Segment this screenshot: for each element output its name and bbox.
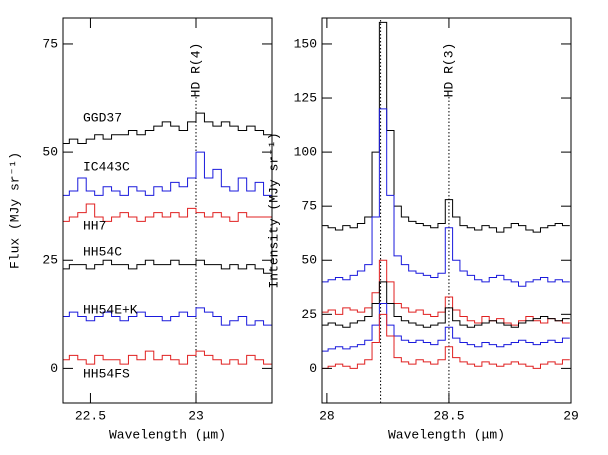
x-axis-label: Wavelength (μm) — [388, 427, 505, 442]
spectrum — [63, 307, 272, 326]
x-tick-label: 23 — [188, 408, 204, 423]
y-tick-label: 25 — [42, 253, 58, 268]
series-label: HH54FS — [83, 366, 130, 381]
spectrum — [63, 259, 272, 274]
y-tick-label: 100 — [294, 145, 317, 160]
y-tick-label: 75 — [42, 36, 58, 51]
y-tick-label: 125 — [294, 90, 317, 105]
y-tick-label: 0 — [50, 361, 58, 376]
y-tick-label: 50 — [42, 145, 58, 160]
y-tick-label: 50 — [301, 253, 317, 268]
x-tick-label: 28 — [319, 408, 335, 423]
plot-area — [63, 95, 272, 403]
y-tick-label: 25 — [301, 307, 317, 322]
frame — [321, 17, 572, 404]
spectrum — [322, 259, 570, 326]
spectrum — [322, 21, 570, 233]
series-label: HH54C — [83, 244, 122, 259]
series-label: HH7 — [83, 218, 106, 233]
y-axis-label: Intensity (MJy sr⁻¹) — [266, 132, 281, 288]
spectrum — [322, 108, 570, 287]
y-tick-label: 150 — [294, 36, 317, 51]
y-axis-label: Flux (MJy sr⁻¹) — [7, 152, 22, 269]
series-label: IC443C — [83, 159, 130, 174]
x-tick-label: 22.5 — [75, 408, 106, 423]
series-label: GGD37 — [83, 110, 122, 125]
spectrum — [63, 151, 272, 196]
spectrum — [322, 313, 570, 369]
spectrum — [322, 303, 570, 352]
plot-area — [322, 18, 570, 403]
spectrum — [63, 112, 272, 144]
spectrum — [63, 203, 272, 222]
y-tick-label: 75 — [301, 199, 317, 214]
marker-label: HD R(3) — [441, 43, 456, 98]
frame — [62, 17, 273, 404]
y-tick-label: 0 — [309, 361, 317, 376]
spectrum — [63, 350, 272, 365]
x-axis-label: Wavelength (μm) — [109, 427, 226, 442]
x-tick-label: 29 — [563, 408, 579, 423]
series-label: HH54E+K — [83, 302, 138, 317]
x-tick-label: 28.5 — [433, 408, 464, 423]
marker-label: HD R(4) — [188, 43, 203, 98]
spectrum — [322, 281, 570, 328]
